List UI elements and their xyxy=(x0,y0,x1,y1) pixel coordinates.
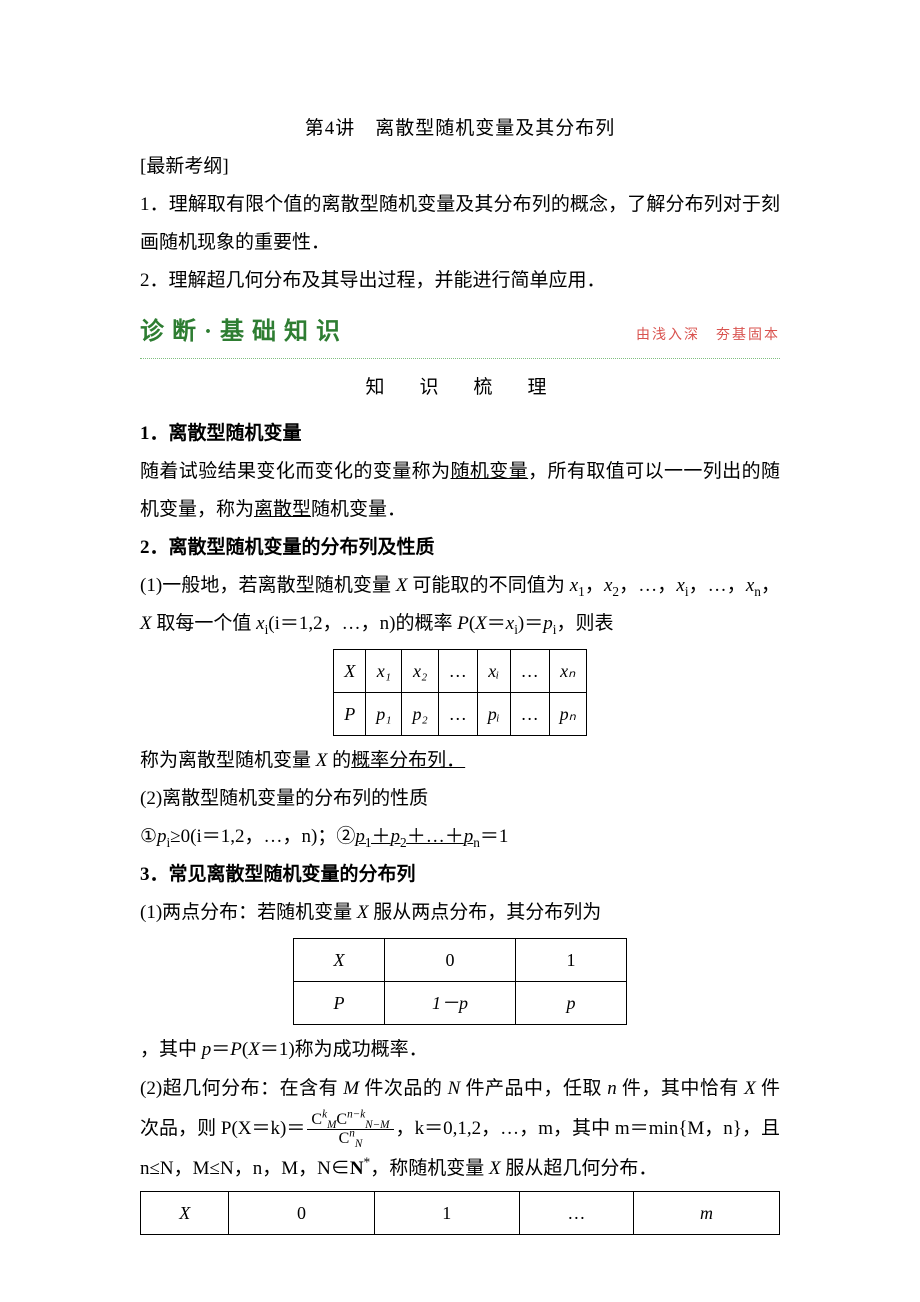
t2r0c0: X xyxy=(294,939,385,982)
sec2-p1-c: 取每一个值 xyxy=(152,613,257,634)
hypergeom-fraction: CkMCn−kN−MCnN xyxy=(307,1111,393,1147)
t1r1c1: p₁ xyxy=(366,693,402,736)
t3c2: 1 xyxy=(374,1191,519,1234)
sec3-p3: (2)超几何分布：在含有 M 件次品的 N 件产品中，任取 n 件，其中恰有 X… xyxy=(140,1069,780,1189)
sec3-p3-a: (2)超几何分布：在含有 xyxy=(140,1078,343,1099)
sec2-p2-b: 的 xyxy=(327,750,351,771)
t3c3: … xyxy=(519,1191,633,1234)
sec2-p2: 称为离散型随机变量 X 的概率分布列． xyxy=(140,742,780,780)
sec3-p2-a: ，其中 xyxy=(140,1039,202,1060)
t1r0c1: x₁ xyxy=(366,650,402,693)
sec3-p2: ，其中 p＝P(X＝1)称为成功概率． xyxy=(140,1031,780,1069)
sec2-p1-b: 可能取的不同值为 xyxy=(408,575,570,596)
sec3-p3-g: ，称随机变量 xyxy=(370,1158,489,1179)
lecture-title: 第4讲 离散型随机变量及其分布列 xyxy=(140,110,780,148)
t3c1: 0 xyxy=(229,1191,374,1234)
t2r0c2: 1 xyxy=(516,939,627,982)
two-point-table: X 0 1 P 1－p p xyxy=(293,938,627,1025)
table-row: P p₁ p₂ … pᵢ … pₙ xyxy=(334,693,587,736)
section-banner: 诊 断 · 基 础 知 识 由浅入深 夯基固本 xyxy=(140,308,780,359)
table-row: X 0 1 xyxy=(294,939,627,982)
sec3-p3-b: 件次品的 xyxy=(359,1078,447,1099)
exam-item-1: 1．理解取有限个值的离散型随机变量及其分布列的概念，了解分布列对于刻画随机现象的… xyxy=(140,186,780,262)
hypergeom-table: X 0 1 … m xyxy=(140,1191,780,1235)
sec2-p2-u: 概率分布列． xyxy=(351,750,465,771)
t1r0c5: … xyxy=(510,650,549,693)
banner-right: 由浅入深 夯基固本 xyxy=(636,322,780,350)
sec2-p4-b: ≥0(i＝1,2，…，n)；② xyxy=(170,826,355,847)
sec3-p1-b: 服从两点分布，其分布列为 xyxy=(369,902,602,923)
sec2-p3: (2)离散型随机变量的分布列的性质 xyxy=(140,780,780,818)
sec2-p4-a: ①pi xyxy=(140,826,170,847)
t1r0c3: … xyxy=(438,650,477,693)
table-row: X x₁ x₂ … xᵢ … xₙ xyxy=(334,650,587,693)
sec1-u1: 随机变量 xyxy=(450,461,528,482)
t1r1c5: … xyxy=(510,693,549,736)
t1r1c3: … xyxy=(438,693,477,736)
t1r1c0: P xyxy=(334,693,366,736)
t1r1c4: pᵢ xyxy=(477,693,510,736)
banner-left: 诊 断 · 基 础 知 识 xyxy=(140,308,341,356)
sec2-p4: ①pi≥0(i＝1,2，…，n)；②p1＋p2＋…＋pn＝1 xyxy=(140,818,780,856)
t1r0c2: x₂ xyxy=(402,650,438,693)
t2r1c1: 1－p xyxy=(385,982,516,1025)
distribution-table-1: X x₁ x₂ … xᵢ … xₙ P p₁ p₂ … pᵢ … pₙ xyxy=(333,649,587,736)
sec2-title: 2．离散型随机变量的分布列及性质 xyxy=(140,529,780,567)
vals: x xyxy=(570,575,578,596)
sec1-c: 随机变量． xyxy=(311,499,406,520)
t2r0c1: 0 xyxy=(385,939,516,982)
sec2-p1: (1)一般地，若离散型随机变量 X 可能取的不同值为 x1，x2，…，xi，…，… xyxy=(140,567,780,643)
t1r0c4: xᵢ xyxy=(477,650,510,693)
knowledge-heading: 知 识 梳 理 xyxy=(140,369,780,407)
table-row: X 0 1 … m xyxy=(141,1191,780,1234)
sec3-p1: (1)两点分布：若随机变量 X 服从两点分布，其分布列为 xyxy=(140,894,780,932)
t1r1c6: pₙ xyxy=(549,693,586,736)
sec1-a: 随着试验结果变化而变化的变量称为 xyxy=(140,461,450,482)
sec3-p3-h: 服从超几何分布． xyxy=(501,1158,658,1179)
sec1-title: 1．离散型随机变量 xyxy=(140,415,780,453)
sec2-p1-e: ，则表 xyxy=(556,613,613,634)
t1r0c0: X xyxy=(334,650,366,693)
var-X: X xyxy=(396,575,408,596)
table-row: P 1－p p xyxy=(294,982,627,1025)
sec3-p1-a: (1)两点分布：若随机变量 xyxy=(140,902,357,923)
sec2-p1-d: (i＝1,2，…，n)的概率 xyxy=(268,613,457,634)
sec3-title: 3．常见离散型随机变量的分布列 xyxy=(140,856,780,894)
sec3-p3-eq: P(X＝k)＝ xyxy=(221,1118,306,1139)
t3c4: m xyxy=(633,1191,779,1234)
exam-item-2: 2．理解超几何分布及其导出过程，并能进行简单应用． xyxy=(140,262,780,300)
sec3-p3-c: 件产品中，任取 xyxy=(460,1078,607,1099)
t2r1c2: p xyxy=(516,982,627,1025)
t1r0c6: xₙ xyxy=(549,650,586,693)
sec2-p4-u: p1＋p2＋…＋pn xyxy=(355,826,480,847)
sec3-p3-d: 件，其中恰有 xyxy=(617,1078,744,1099)
exam-note-label: [最新考纲] xyxy=(140,148,780,186)
sec2-p1-a: (1)一般地，若离散型随机变量 xyxy=(140,575,396,596)
t3c0: X xyxy=(141,1191,229,1234)
t1r1c2: p₂ xyxy=(402,693,438,736)
t2r1c0: P xyxy=(294,982,385,1025)
sec1-u2: 离散型 xyxy=(254,499,311,520)
sec1-text: 随着试验结果变化而变化的变量称为随机变量，所有取值可以一一列出的随机变量，称为离… xyxy=(140,453,780,529)
sec2-p2-a: 称为离散型随机变量 xyxy=(140,750,316,771)
sec3-p2-b: 称为成功概率． xyxy=(295,1039,428,1060)
sec2-p4-c: ＝1 xyxy=(480,826,509,847)
